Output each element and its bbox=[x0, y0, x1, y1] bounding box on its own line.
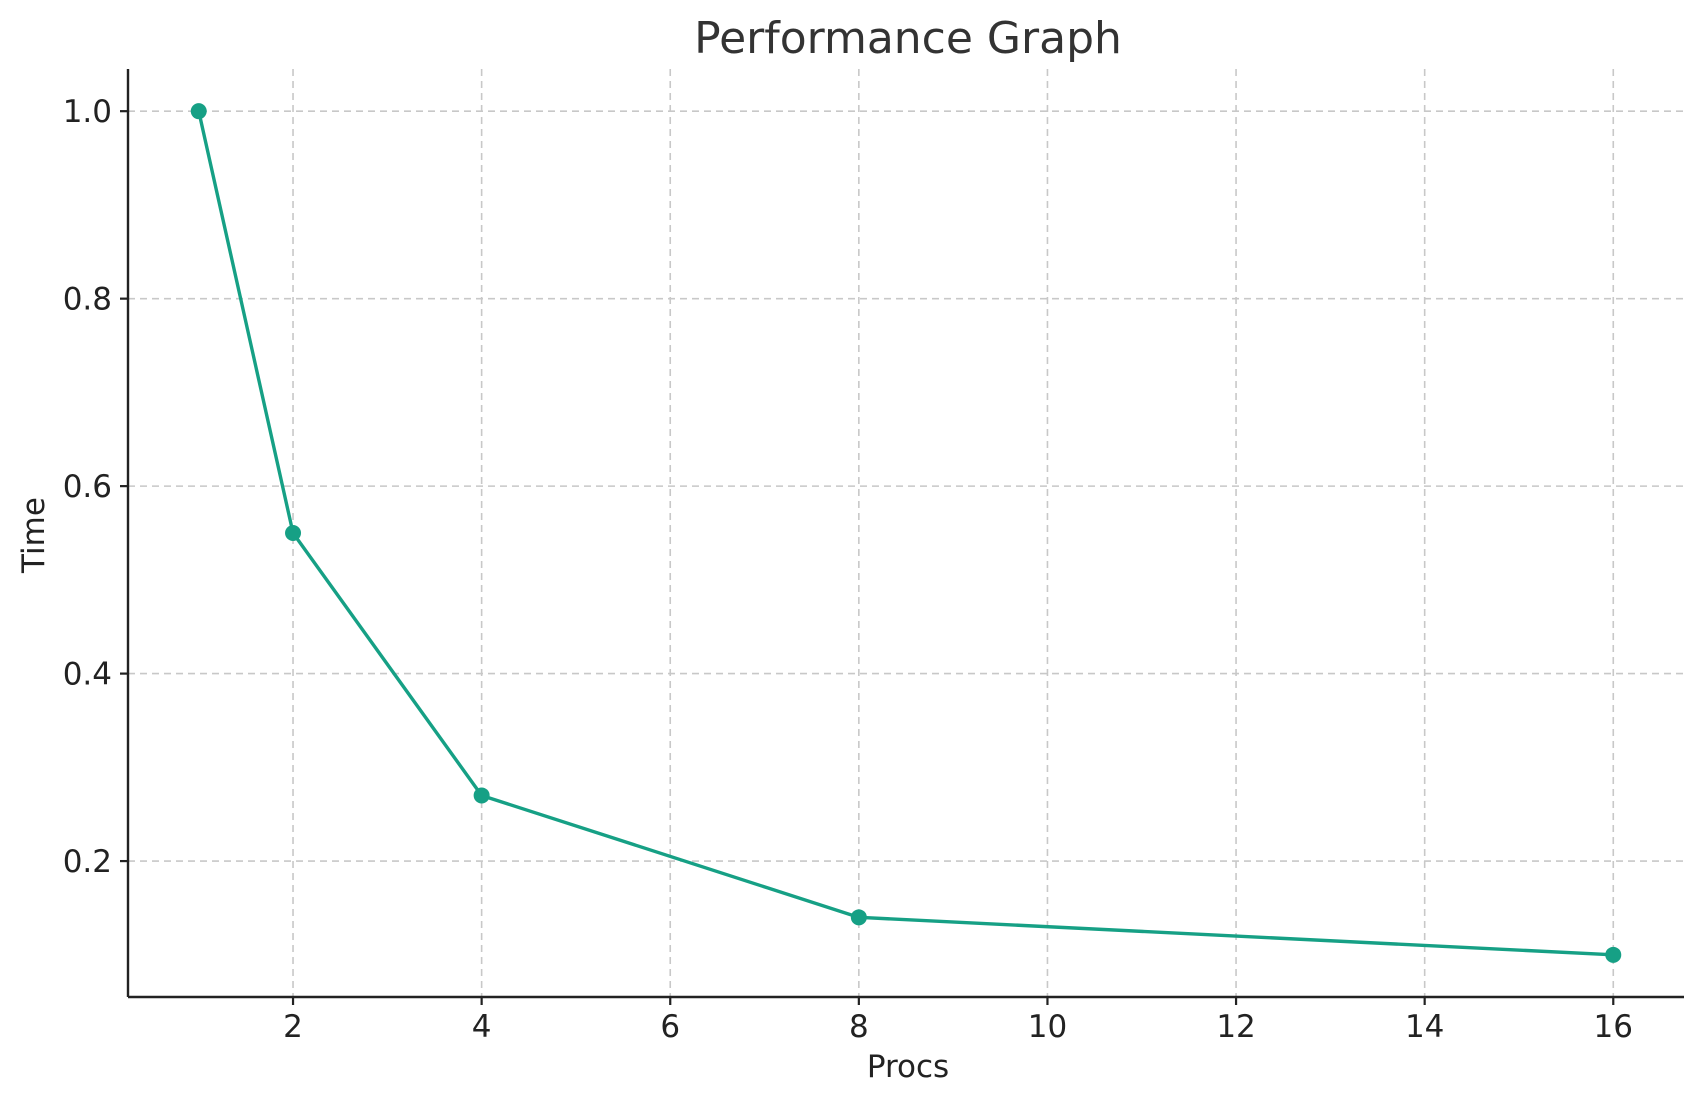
x-tick-label: 14 bbox=[1405, 1009, 1444, 1045]
ticks: 2 4 6 8 10 12 14 16 0.2 0.4 0.6 0.8 1.0 bbox=[63, 94, 1633, 1045]
y-tick-label: 0.8 bbox=[63, 282, 112, 318]
data-point bbox=[473, 787, 490, 804]
x-tick-label: 16 bbox=[1594, 1009, 1633, 1045]
x-tick-label: 2 bbox=[283, 1009, 303, 1045]
chart-title: Performance Graph bbox=[694, 13, 1122, 64]
data-point bbox=[1605, 946, 1622, 963]
series-line bbox=[197, 110, 1614, 957]
data-point bbox=[190, 103, 207, 120]
x-tick-label: 4 bbox=[472, 1009, 492, 1045]
y-tick-label: 0.4 bbox=[63, 657, 112, 693]
y-tick-label: 1.0 bbox=[63, 94, 112, 130]
x-tick-label: 8 bbox=[849, 1009, 869, 1045]
x-tick-label: 6 bbox=[660, 1009, 680, 1045]
axes bbox=[126, 69, 1684, 999]
data-point bbox=[850, 909, 867, 926]
y-tick-label: 0.6 bbox=[63, 469, 112, 505]
x-axis-label: Procs bbox=[867, 1049, 949, 1085]
y-axis-label: Time bbox=[16, 497, 52, 574]
x-tick-label: 10 bbox=[1028, 1009, 1067, 1045]
series bbox=[190, 103, 1622, 963]
y-tick-label: 0.2 bbox=[63, 844, 112, 880]
grid bbox=[128, 69, 1684, 997]
data-point bbox=[285, 525, 302, 541]
x-tick-label: 12 bbox=[1216, 1009, 1255, 1045]
